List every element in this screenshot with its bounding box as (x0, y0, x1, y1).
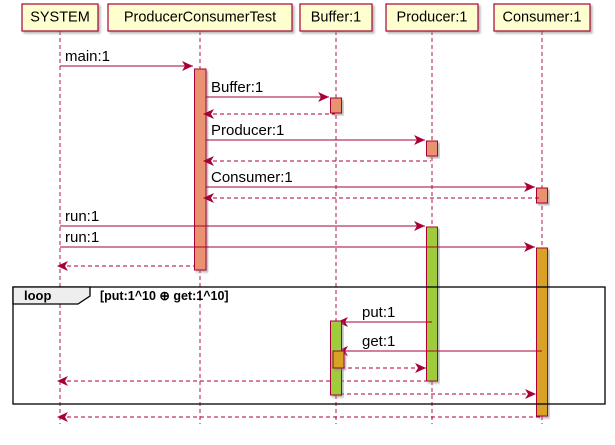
svg-text:SYSTEM: SYSTEM (30, 10, 90, 26)
svg-text:[put:1^10 ⊕ get:1^10]: [put:1^10 ⊕ get:1^10] (100, 289, 229, 303)
svg-text:Producer:1: Producer:1 (397, 10, 468, 26)
svg-text:Producer:1: Producer:1 (211, 122, 284, 139)
svg-text:Consumer:1: Consumer:1 (503, 10, 582, 26)
svg-text:Consumer:1: Consumer:1 (211, 169, 293, 186)
svg-text:run:1: run:1 (65, 229, 99, 246)
svg-text:run:1: run:1 (65, 208, 99, 225)
svg-text:loop: loop (24, 288, 51, 303)
svg-text:Buffer:1: Buffer:1 (311, 10, 362, 26)
svg-text:Buffer:1: Buffer:1 (211, 79, 263, 96)
svg-text:get:1: get:1 (362, 333, 395, 350)
svg-text:main:1: main:1 (65, 48, 110, 65)
svg-text:put:1: put:1 (362, 304, 395, 321)
svg-text:ProducerConsumerTest: ProducerConsumerTest (124, 10, 276, 26)
